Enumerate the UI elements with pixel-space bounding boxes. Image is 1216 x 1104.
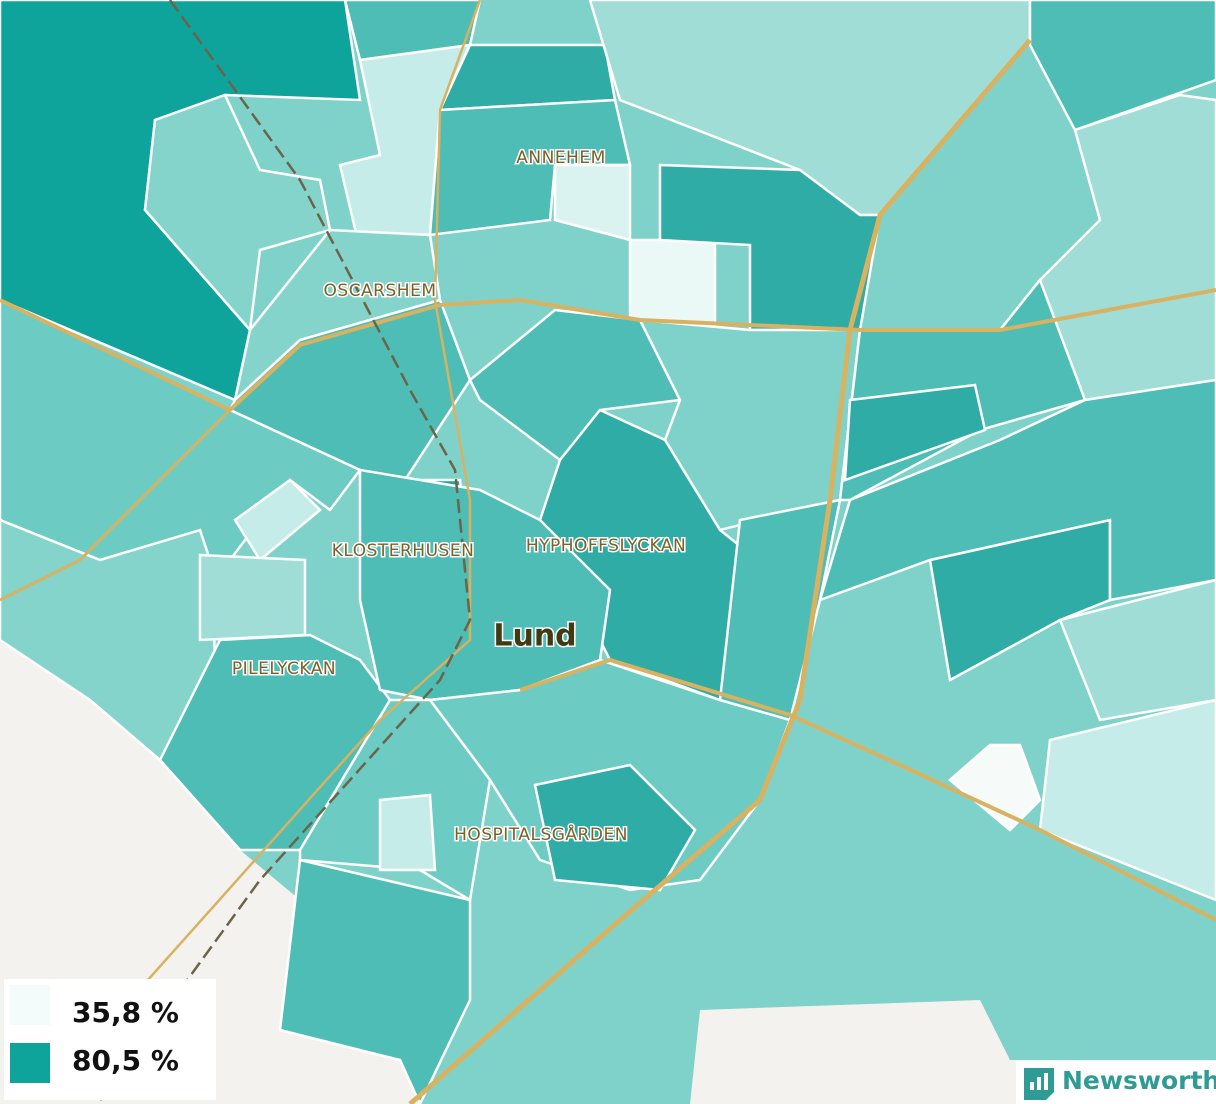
legend-label: 80,5 % [72,1044,179,1077]
legend-swatch [10,1043,50,1083]
road [129,0,482,1001]
road [519,657,1216,922]
district [948,743,1042,832]
district [1028,0,1216,132]
labels: ANNEHEM OSCARSHEM KLOSTERHUSEN HYPHOFFSL… [230,147,687,847]
district [468,308,682,462]
brand-name: Newsworthy [1062,1066,1216,1095]
district [1058,578,1216,722]
district [1038,698,1216,902]
brand-icon-bar [1030,1082,1034,1090]
district [378,793,437,872]
district [278,858,472,1104]
place-label: KLOSTERHUSEN [332,541,475,561]
city-label: Lund [493,619,576,654]
brand: Newsworthy [1016,1061,1216,1104]
district [818,378,1216,603]
brand-icon-bar [1037,1077,1041,1090]
district [233,478,322,562]
place-label: OSCARSHEM [324,281,437,301]
district [533,763,697,892]
legend-swatch [10,985,50,1025]
road [0,408,232,602]
place-label: PILELYCKAN [232,659,336,679]
place-label: HYPHOFFSLYCKAN [526,536,686,556]
legend: 35,8 % 80,5 % [4,979,216,1100]
district [843,383,987,482]
road [0,288,1216,413]
road [408,38,1032,1104]
district [628,238,717,332]
legend-label: 35,8 % [72,996,179,1029]
place-label: HOSPITALSGÅRDEN [454,823,628,845]
brand-icon-bar [1044,1073,1048,1090]
railway [98,0,472,1101]
place-label: ANNEHEM [516,148,606,168]
district [198,553,307,642]
